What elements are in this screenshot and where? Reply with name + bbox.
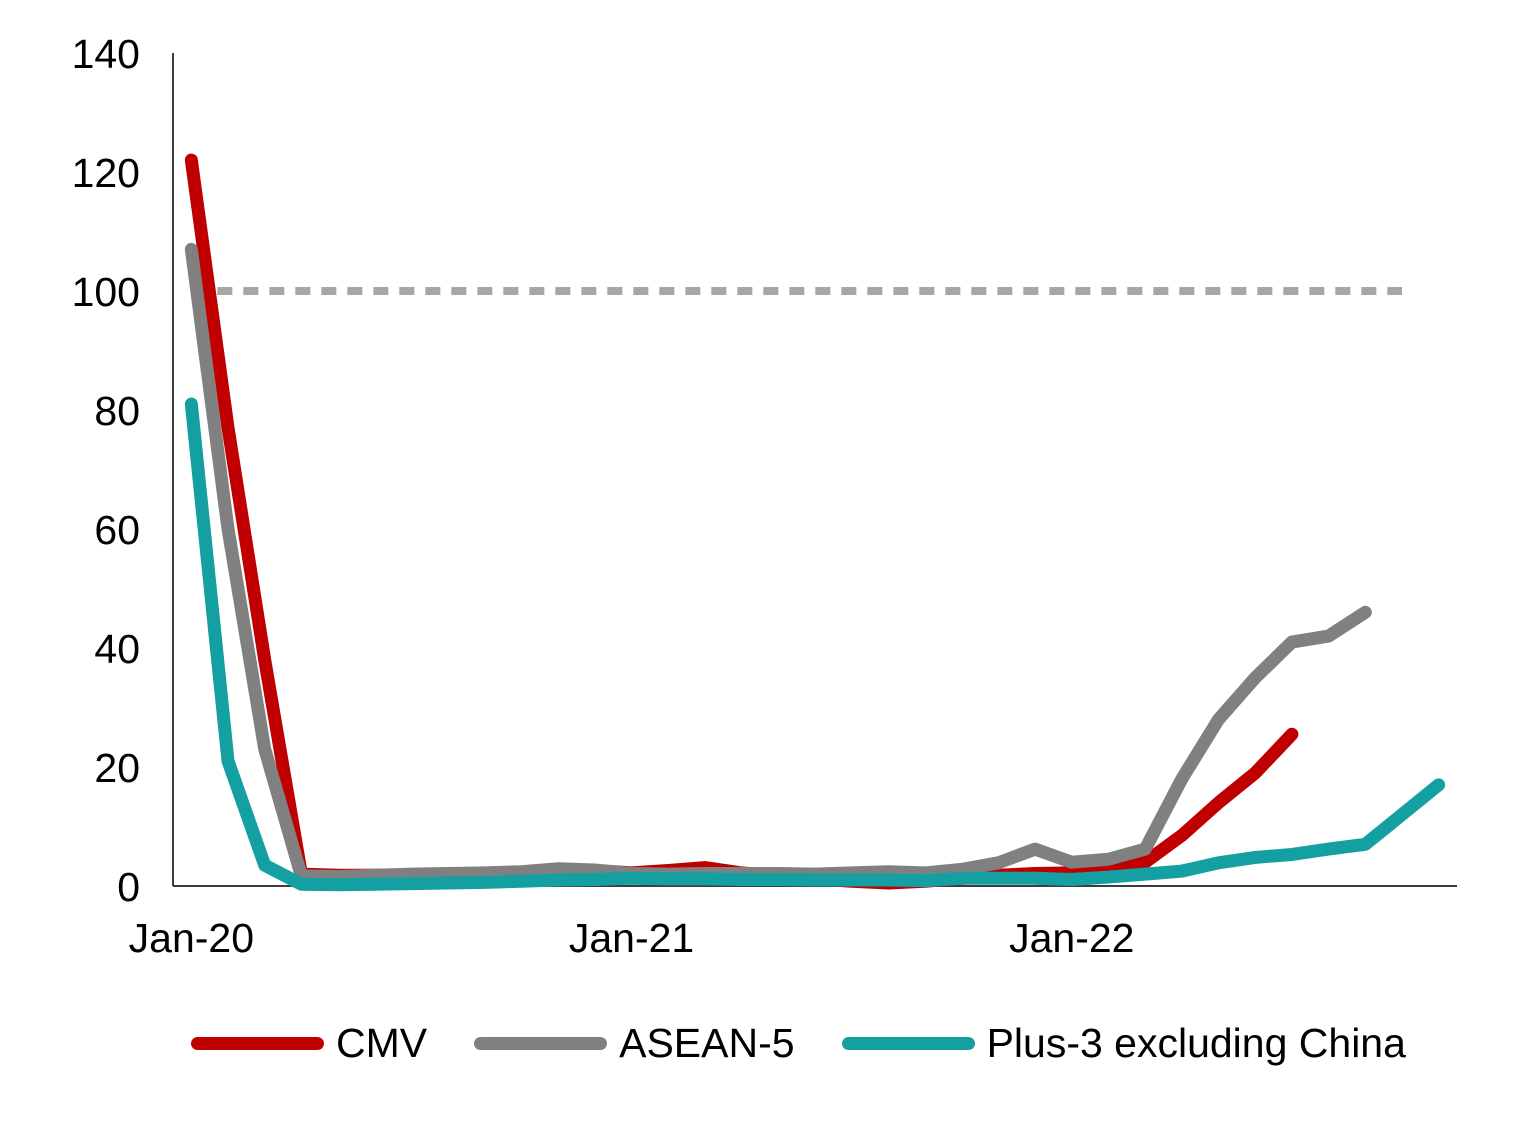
y-axis-tick-label: 100 [72, 269, 140, 315]
legend: CMV ASEAN-5 Plus-3 excluding China [191, 1016, 1406, 1070]
y-axis-tick-label: 140 [72, 31, 140, 77]
legend-item-plus-3-excluding-china: Plus-3 excluding China [841, 1019, 1406, 1067]
legend-label-asean-5: ASEAN-5 [619, 1019, 795, 1066]
legend-swatch-plus-3-excluding-china [841, 1036, 975, 1050]
legend-label-cmv: CMV [336, 1019, 428, 1066]
y-axis-tick-label: 40 [94, 626, 140, 672]
x-axis-tick-label: Jan-20 [129, 915, 254, 961]
legend-label-plus-3-excluding-china: Plus-3 excluding China [986, 1019, 1406, 1066]
y-axis-tick-label: 20 [94, 745, 140, 791]
legend-item-cmv: CMV [191, 1020, 427, 1067]
y-axis-tick-label: 80 [94, 388, 140, 434]
y-axis-tick-label: 0 [117, 864, 140, 910]
series-line-asean-5 [184, 242, 1372, 883]
y-axis-tick-label: 60 [94, 507, 140, 553]
legend-swatch-cmv [191, 1036, 324, 1050]
legend-item-asean-5: ASEAN-5 [474, 1019, 795, 1067]
series-line-plus-3-excluding-china [184, 397, 1446, 892]
series-line-cmv [184, 153, 1299, 890]
y-axis-tick-label: 120 [72, 150, 140, 196]
legend-swatch-asean-5 [474, 1036, 608, 1050]
x-axis-tick-label: Jan-21 [569, 915, 694, 961]
x-axis-tick-label: Jan-22 [1009, 915, 1134, 961]
